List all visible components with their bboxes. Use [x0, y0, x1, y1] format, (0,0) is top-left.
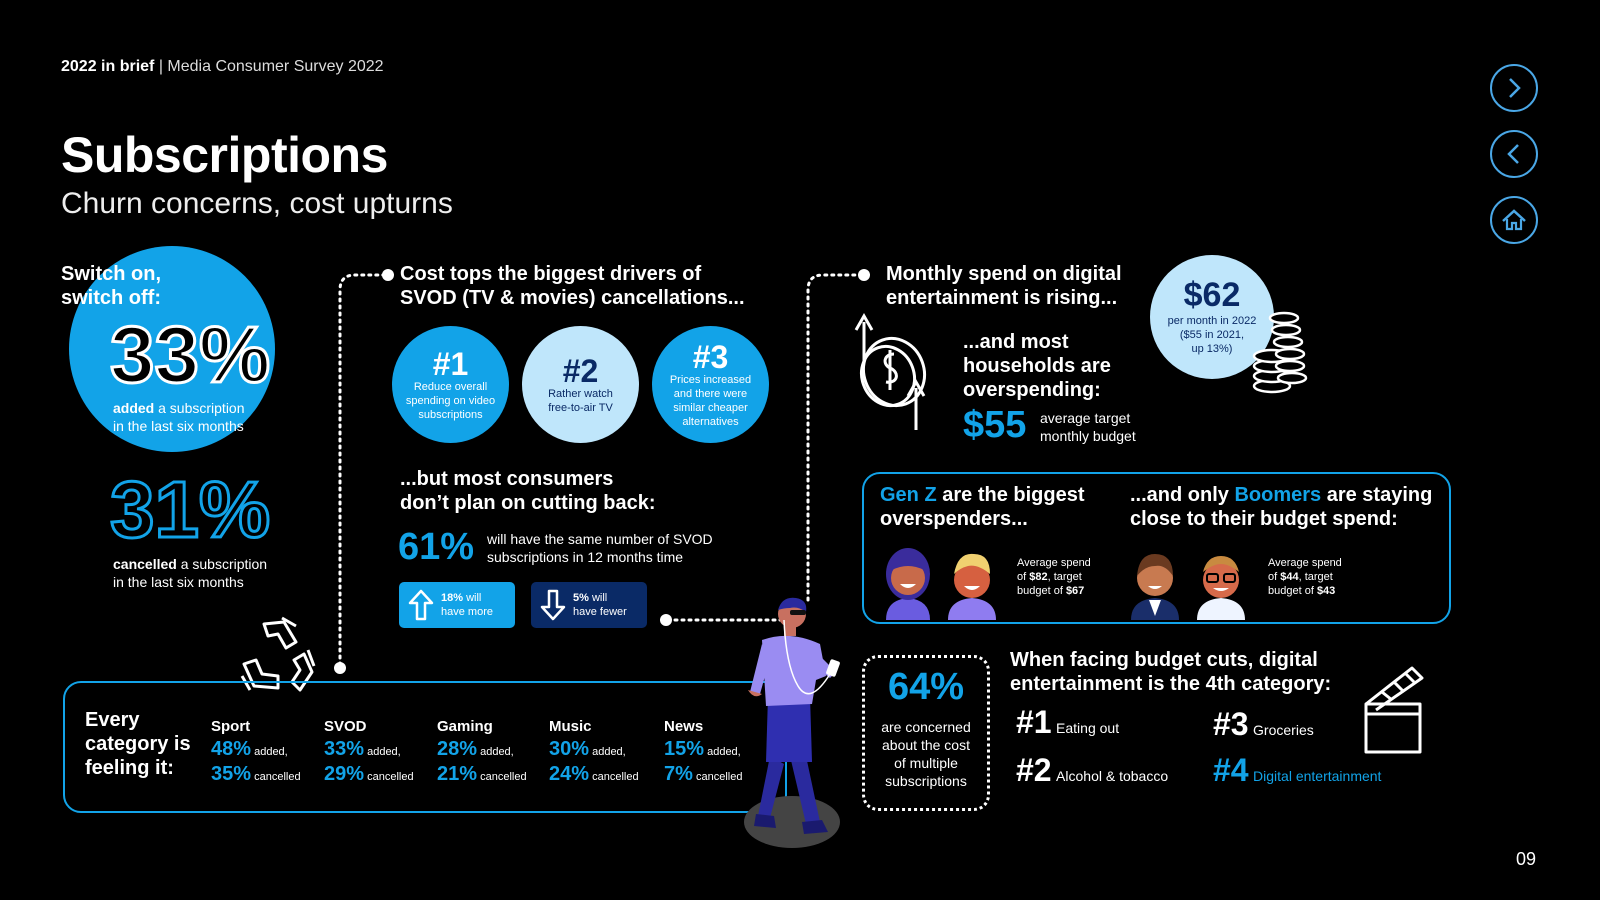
- boomer-heading: ...and only Boomers are staying close to …: [1130, 484, 1433, 530]
- categories-label: Every category is feeling it:: [85, 709, 191, 779]
- home-button[interactable]: [1490, 196, 1538, 244]
- drivers-heading: Cost tops the biggest drivers of SVOD (TV…: [400, 263, 745, 309]
- budget-cut-item-2: #2 Alcohol & tobacco: [1016, 752, 1169, 788]
- added-percentage: 33%: [108, 310, 271, 399]
- separator: |: [154, 58, 168, 75]
- breadcrumb: 2022 in brief | Media Consumer Survey 20…: [61, 58, 384, 76]
- previous-page-button[interactable]: [1490, 130, 1538, 178]
- arrow-down-icon: [540, 589, 566, 621]
- next-page-button[interactable]: [1490, 64, 1538, 112]
- category-gaming: Gaming 28% added, 21% cancelled: [437, 718, 527, 785]
- category-news: News 15% added, 7% cancelled: [664, 718, 743, 785]
- budget-cut-item-1: #1 Eating out: [1016, 704, 1120, 740]
- spend-heading: Monthly spend on digital entertainment is…: [886, 263, 1122, 309]
- cutting-heading: ...but most consumers don’t plan on cutti…: [400, 468, 656, 514]
- have-fewer-badge: 5% will have fewer: [531, 582, 647, 628]
- driver-text: Reduce overall spending on video subscri…: [405, 380, 496, 421]
- clapperboard-icon: [1364, 666, 1424, 754]
- concern-percentage: 64%: [887, 666, 965, 708]
- genz-avatars: [886, 548, 996, 620]
- person-with-phone-illustration: [744, 597, 840, 848]
- driver-rank: #3: [692, 338, 729, 375]
- rising-coin-icon: [854, 312, 926, 430]
- driver-2-circle: #2 Rather watch free-to-air TV: [522, 326, 639, 443]
- cancelled-percentage: 31%: [108, 465, 271, 554]
- category-svod: SVOD 33% added, 29% cancelled: [324, 718, 414, 785]
- target-budget-amount: $55: [963, 404, 1027, 446]
- same-subscriptions-caption: will have the same number of SVOD subscri…: [487, 531, 713, 565]
- spend-amount-circle: $62 per month in 2022 ($55 in 2021, up 13%…: [1150, 255, 1274, 379]
- concern-caption: are concerned about the cost of multiple su…: [881, 719, 971, 789]
- page-number: 09: [1516, 849, 1537, 869]
- driver-3-circle: #3 Prices increased and there were simil…: [652, 326, 769, 443]
- chevron-right-icon: [1509, 78, 1521, 98]
- home-icon: [1502, 209, 1526, 231]
- driver-1-circle: #1 Reduce overall spending on video subs…: [392, 326, 509, 443]
- spend-amount-caption: per month in 2022 ($55 in 2021, up 13%): [1167, 315, 1257, 355]
- have-more-badge: 18% will have more: [399, 582, 515, 628]
- same-subscriptions-percentage: 61%: [398, 526, 475, 568]
- recycle-icon: [240, 616, 316, 692]
- coin-stack-icon: [1252, 311, 1308, 394]
- budget-cut-item-4: #4 Digital entertainment: [1213, 752, 1382, 788]
- boomer-spend-caption: Average spend of $44, target budget of $…: [1268, 557, 1342, 597]
- cancelled-caption: cancelled a subscription in the last six …: [113, 556, 268, 590]
- switch-heading: Switch on, switch off:: [61, 263, 161, 309]
- overspending-heading: ...and most households are overspending:: [963, 331, 1111, 401]
- spend-amount: $62: [1183, 276, 1241, 314]
- category-sport: Sport 48% added, 35% cancelled: [211, 718, 301, 785]
- page-subtitle: Churn concerns, cost upturns: [61, 187, 453, 220]
- brand-label: 2022 in brief: [61, 58, 155, 75]
- survey-label: Media Consumer Survey 2022: [167, 58, 384, 75]
- budget-cut-item-3: #3 Groceries: [1213, 706, 1314, 742]
- chevron-left-icon: [1507, 144, 1519, 164]
- driver-rank: #1: [432, 345, 469, 382]
- target-budget-caption: average target monthly budget: [1040, 410, 1136, 444]
- added-circle: [69, 246, 275, 452]
- genz-spend-caption: Average spend of $82, target budget of $…: [1017, 557, 1091, 597]
- page-title: Subscriptions: [61, 127, 388, 183]
- driver-text: Prices increased and there were similar …: [669, 373, 752, 428]
- concern-box: [862, 655, 990, 811]
- generations-box: [862, 472, 1451, 624]
- budget-cuts-heading: When facing budget cuts, digital entertai…: [1010, 649, 1332, 695]
- arrow-up-icon: [408, 589, 434, 621]
- category-music: Music 30% added, 24% cancelled: [549, 718, 639, 785]
- driver-rank: #2: [562, 352, 599, 389]
- genz-heading: Gen Z are the biggest overspenders...: [880, 484, 1085, 530]
- boomer-avatars: [1131, 554, 1245, 620]
- added-caption: added a subscription in the last six mont…: [113, 400, 245, 434]
- driver-text: Rather watch free-to-air TV: [548, 387, 613, 414]
